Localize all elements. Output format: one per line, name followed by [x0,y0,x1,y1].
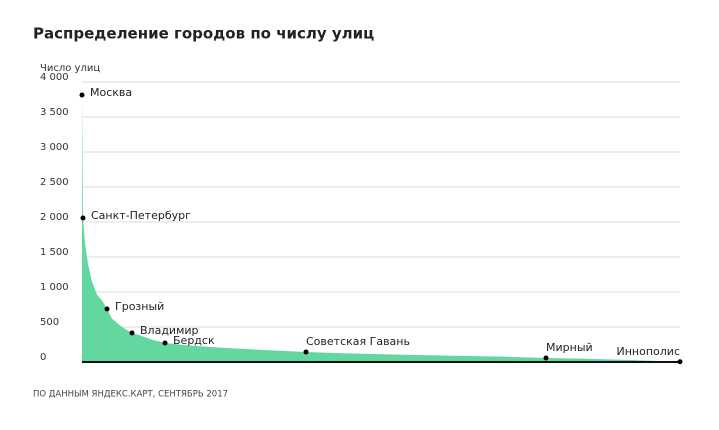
point [129,330,135,336]
y-axis-title: Число улиц [40,63,100,74]
y-tick-label: 3 000 [40,142,69,153]
y-tick-label: 1 000 [40,282,69,293]
point [677,359,683,365]
point-label: Иннополис [617,345,681,358]
y-tick-label: 500 [40,317,59,328]
source-note: ПО ДАННЫМ ЯНДЕКС.КАРТ, СЕНТЯБРЬ 2017 [33,390,228,400]
point-label: Бердск [173,334,215,347]
point [543,355,549,361]
point [80,215,86,221]
chart-title: Распределение городов по числу улиц [33,25,374,43]
point-label: Грозный [115,300,164,313]
y-tick-label: 0 [40,352,46,363]
y-tick-label: 2 000 [40,212,69,223]
point-label: Москва [90,86,132,99]
point-label: Владимир [140,324,199,337]
point [104,306,110,312]
point-label: Санкт-Петербург [91,209,191,222]
y-tick-label: 4 000 [40,72,69,83]
point [162,340,168,346]
y-tick-label: 1 500 [40,247,69,258]
area [82,95,680,363]
point-label: Советская Гавань [306,335,410,348]
y-tick-label: 3 500 [40,107,69,118]
y-tick-label: 2 500 [40,177,69,188]
point-label: Мирный [546,341,593,354]
point [79,92,85,98]
point [303,349,309,355]
